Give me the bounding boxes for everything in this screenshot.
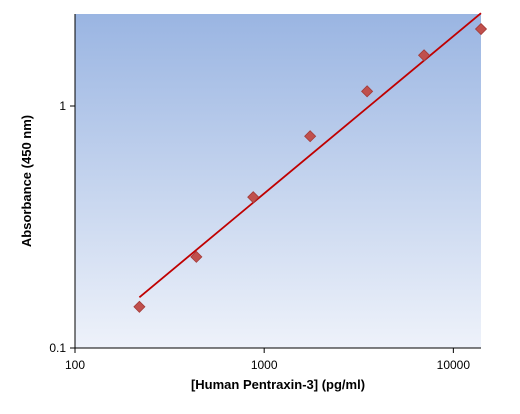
y-tick-label: 1 — [59, 99, 66, 113]
data-point — [361, 85, 374, 98]
data-point — [474, 22, 488, 36]
y-tick-label: 0.1 — [49, 341, 66, 355]
data-point — [133, 300, 146, 313]
x-tick-label: 1000 — [251, 358, 278, 372]
data-point — [417, 49, 431, 62]
data-point — [190, 250, 203, 263]
axis-ticks: 100 1000 10000 0.1 1 — [49, 99, 470, 372]
data-point — [247, 191, 260, 204]
x-axis-title: [Human Pentraxin-3] (pg/ml) — [191, 377, 365, 392]
data-point — [304, 130, 317, 143]
x-tick-label: 100 — [65, 358, 85, 372]
data-points-layer — [133, 22, 488, 313]
y-axis-title: Absorbance (450 nm) — [19, 115, 34, 247]
x-tick-label: 10000 — [437, 358, 471, 372]
